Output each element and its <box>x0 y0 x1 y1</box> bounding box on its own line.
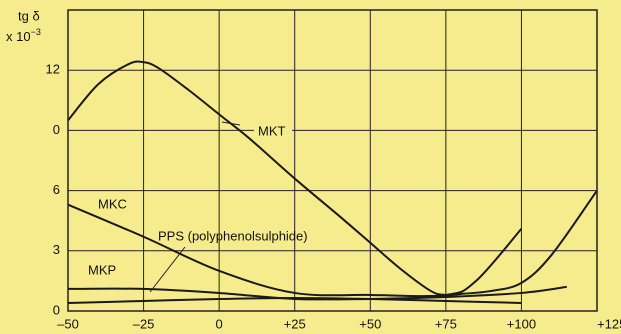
label-leader <box>149 246 186 293</box>
label-leader <box>221 121 241 126</box>
y-tick-label: 3 <box>53 242 60 257</box>
y-tick-label: 0 <box>53 122 60 137</box>
y-tick-label: 6 <box>53 182 60 197</box>
x-tick-label: +75 <box>435 316 457 331</box>
label-bg <box>254 123 292 141</box>
x-tick-label: +50 <box>359 316 381 331</box>
y-axis-label: tg δ <box>18 8 40 23</box>
y-axis-unit-base: x 10 <box>6 29 31 44</box>
x-tick-label: +100 <box>507 316 536 331</box>
y-tick-label: 12 <box>46 62 60 77</box>
x-tick-label: –25 <box>133 316 155 331</box>
series-label: MKT <box>258 123 286 138</box>
series-label: MKC <box>98 196 127 211</box>
series-line <box>67 203 523 298</box>
y-axis-unit: x 10−3 <box>6 27 41 44</box>
series-label: MKP <box>88 262 116 277</box>
y-tick-label: 0 <box>53 302 60 317</box>
x-tick-label: +125°C <box>597 316 621 331</box>
plot-area <box>67 9 598 312</box>
series-label: PPS (polyphenolsulphide) <box>158 228 308 243</box>
series-line <box>67 60 598 297</box>
series-line <box>67 296 522 304</box>
series-line <box>67 285 567 301</box>
x-tick-label: +25 <box>284 316 306 331</box>
x-tick-label: 0 <box>216 316 223 331</box>
x-tick-label: –50 <box>57 316 79 331</box>
y-axis-unit-exp: −3 <box>31 27 41 37</box>
